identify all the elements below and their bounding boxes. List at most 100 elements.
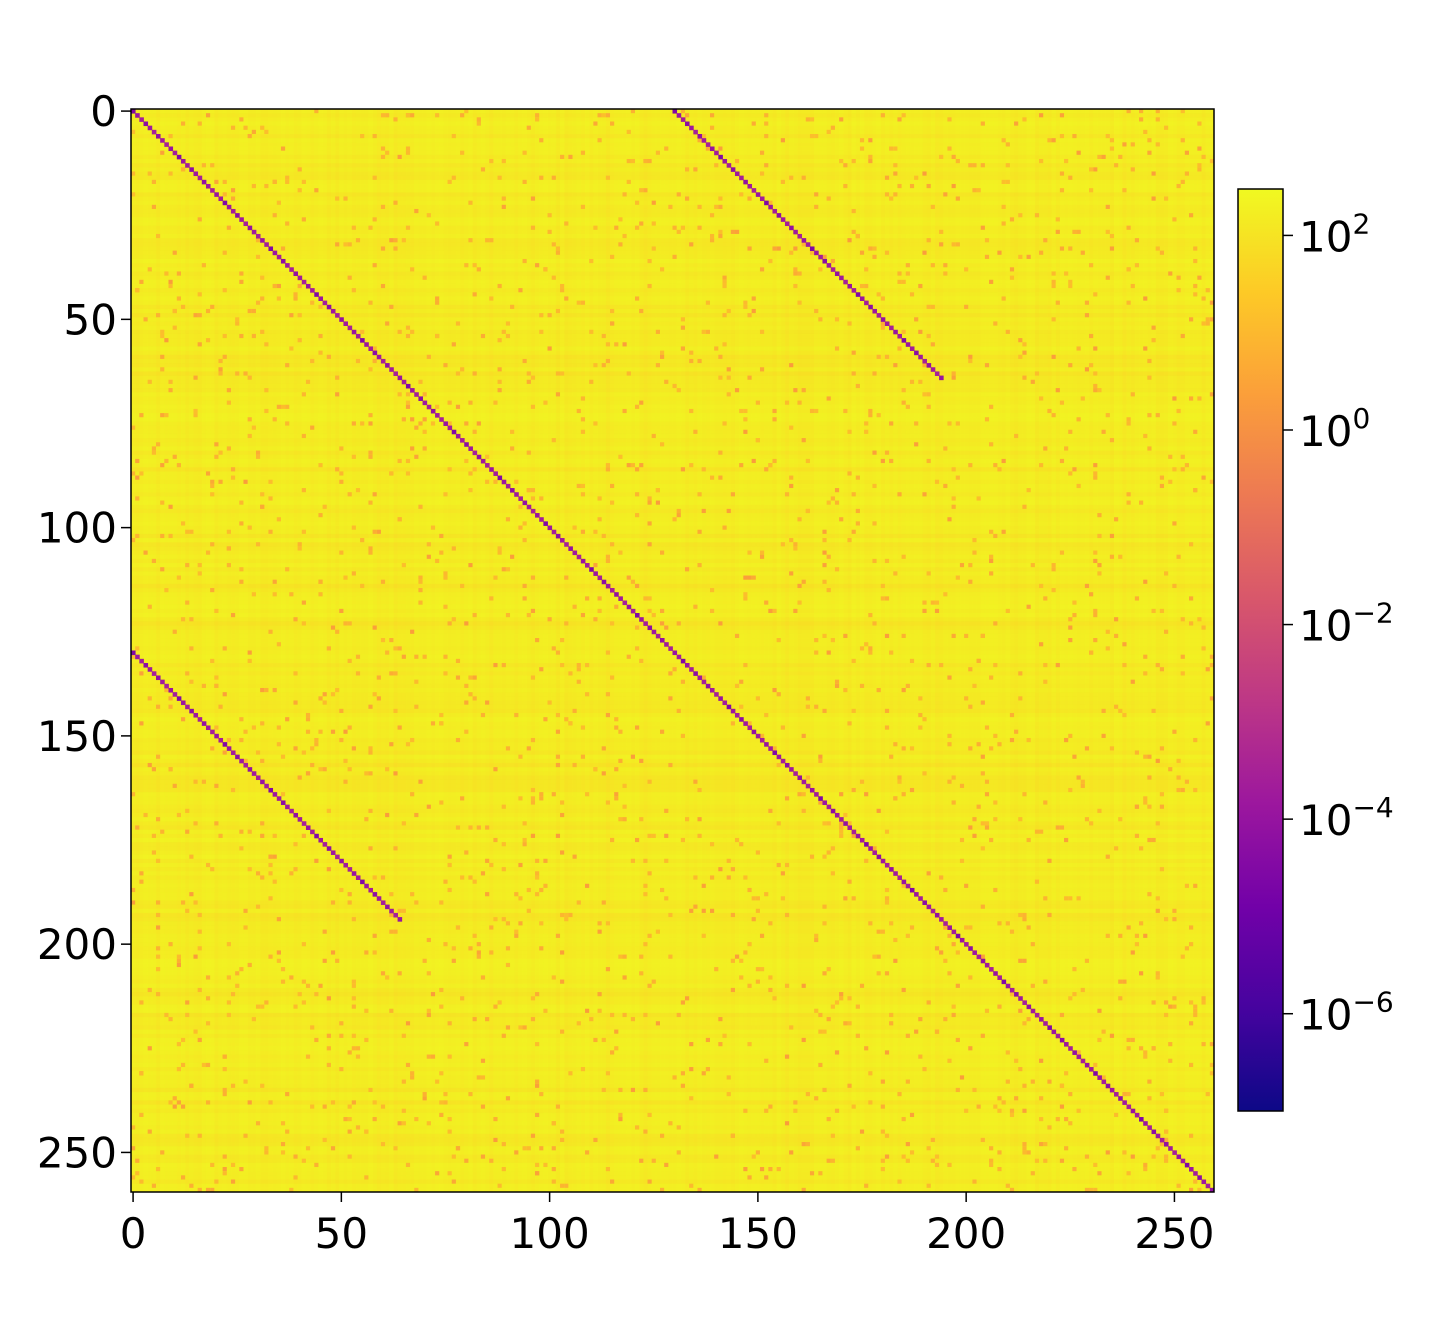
- heatmap-row: [131, 138, 1214, 143]
- heatmap-cell: [855, 383, 860, 389]
- heatmap-cell: [676, 1012, 681, 1018]
- y-tick-label: 50: [64, 295, 117, 344]
- main-diagonal-cell: [993, 971, 998, 976]
- heatmap-cell: [801, 1187, 806, 1192]
- heatmap-cell: [976, 1104, 981, 1109]
- heatmap-cell: [230, 1083, 236, 1088]
- heatmap-cell: [847, 321, 852, 326]
- heatmap-cell: [643, 158, 648, 164]
- heatmap-cell: [1118, 817, 1123, 822]
- heatmap-cell: [639, 308, 644, 314]
- heatmap-cell: [351, 525, 356, 530]
- heatmap-cell: [193, 408, 198, 414]
- heatmap-cell: [276, 404, 281, 409]
- heatmap-cell: [1014, 1096, 1019, 1101]
- heatmap-cell: [285, 404, 290, 409]
- heatmap-cell: [314, 188, 319, 193]
- heatmap-cell: [1201, 1042, 1206, 1047]
- heatmap-cell: [1130, 950, 1135, 955]
- heatmap-cell: [1097, 1008, 1102, 1013]
- heatmap-cell: [443, 942, 448, 947]
- main-diagonal-cell: [755, 733, 761, 739]
- heatmap-cell: [1114, 163, 1119, 168]
- heatmap-row: [131, 338, 1214, 343]
- heatmap-cell: [864, 267, 869, 272]
- upper-offset-cell: [709, 146, 715, 152]
- heatmap-cell: [247, 962, 252, 968]
- heatmap-cell: [230, 787, 236, 793]
- heatmap-cell: [272, 179, 277, 184]
- heatmap-cell: [918, 1017, 923, 1022]
- heatmap-cell: [405, 458, 411, 464]
- heatmap-cell: [585, 792, 590, 797]
- heatmap-cell: [472, 429, 477, 434]
- heatmap-cell: [1143, 654, 1148, 659]
- heatmap-cell: [543, 267, 548, 272]
- heatmap-cell: [918, 283, 923, 289]
- main-diagonal-cell: [385, 363, 390, 368]
- main-diagonal-cell: [1143, 1121, 1148, 1126]
- heatmap-cell: [1184, 883, 1190, 888]
- heatmap-cell: [222, 1167, 227, 1172]
- heatmap-cell: [189, 892, 194, 897]
- heatmap-cell: [951, 375, 956, 380]
- heatmap-cell: [326, 1033, 331, 1038]
- heatmap-cell: [876, 413, 881, 418]
- heatmap-cell: [368, 1087, 373, 1093]
- main-diagonal-cell: [714, 692, 719, 697]
- heatmap-cell: [1072, 600, 1077, 605]
- heatmap-cell: [355, 1054, 361, 1059]
- heatmap-cell: [414, 1187, 419, 1192]
- heatmap-cell: [176, 271, 181, 276]
- heatmap-cell: [605, 342, 611, 347]
- heatmap-cell: [1180, 454, 1185, 459]
- heatmap-cell: [547, 346, 552, 351]
- heatmap-row: [131, 613, 1214, 618]
- main-diagonal-cell: [230, 208, 236, 214]
- heatmap-row: [131, 246, 1214, 251]
- heatmap-cell: [155, 442, 161, 447]
- heatmap-cell: [560, 850, 565, 855]
- heatmap-cell: [1201, 996, 1206, 1001]
- heatmap-cell: [330, 900, 336, 905]
- heatmap-cell: [822, 971, 827, 976]
- heatmap-cell: [405, 471, 411, 476]
- heatmap-cell: [268, 479, 273, 484]
- heatmap-cell: [131, 900, 136, 905]
- heatmap-cell: [893, 742, 898, 747]
- heatmap-cell: [660, 1133, 665, 1138]
- heatmap-cell: [597, 496, 602, 501]
- heatmap-cell: [884, 633, 890, 639]
- heatmap-cell: [1155, 908, 1160, 913]
- heatmap-cell: [1089, 363, 1094, 368]
- heatmap-cell: [493, 479, 498, 484]
- heatmap-cell: [443, 571, 448, 576]
- heatmap-cell: [343, 779, 348, 784]
- heatmap-cell: [726, 508, 731, 514]
- heatmap-cell: [560, 912, 565, 918]
- heatmap-cell: [526, 379, 531, 384]
- heatmap-cell: [822, 904, 827, 909]
- heatmap-cell: [530, 800, 536, 805]
- main-diagonal-cell: [468, 446, 473, 451]
- heatmap-cell: [510, 429, 515, 434]
- heatmap-cell: [951, 633, 956, 639]
- heatmap-cell: [1105, 629, 1110, 634]
- heatmap-cell: [451, 617, 456, 622]
- main-diagonal-cell: [272, 250, 278, 256]
- heatmap-cell: [605, 554, 611, 559]
- heatmap-cell: [934, 608, 940, 614]
- heatmap-cell: [984, 821, 990, 826]
- heatmap-cell: [501, 842, 506, 847]
- heatmap-cell: [235, 971, 240, 976]
- heatmap-cell: [1172, 917, 1177, 922]
- heatmap-cell: [205, 471, 211, 476]
- heatmap-cell: [822, 538, 827, 543]
- heatmap-cell: [580, 429, 586, 434]
- heatmap-cell: [1180, 671, 1185, 676]
- heatmap-cell: [614, 792, 619, 797]
- heatmap-row: [131, 396, 1214, 401]
- heatmap-cell: [393, 1146, 398, 1151]
- main-diagonal-cell: [410, 388, 415, 393]
- upper-offset-cell: [859, 296, 865, 302]
